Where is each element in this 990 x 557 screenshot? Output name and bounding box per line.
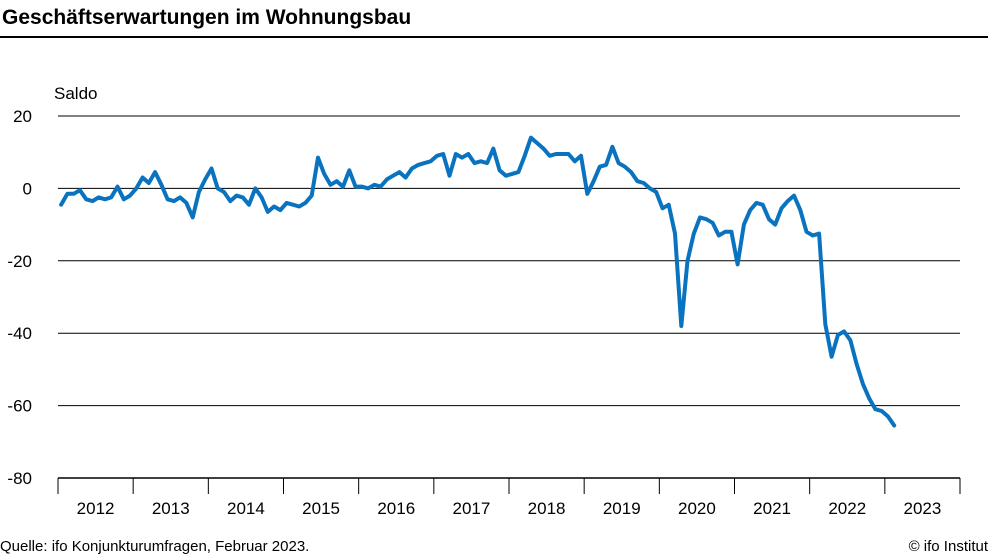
x-tick-label: 2022 (828, 499, 866, 518)
source-note: Quelle: ifo Konjunkturumfragen, Februar … (0, 538, 309, 555)
x-tick-label: 2016 (377, 499, 415, 518)
y-tick-label: -60 (7, 397, 32, 416)
x-tick-label: 2023 (904, 499, 942, 518)
series-group (59, 135, 897, 428)
series-line-0 (59, 135, 897, 428)
x-axis: 2012 2013 2014 2015 2016 2017 2018 2019 2020 2021… (57, 478, 961, 518)
y-axis-label: Saldo (54, 84, 97, 103)
x-tick-label: 2017 (453, 499, 491, 518)
x-tick-label: 2013 (152, 499, 190, 518)
x-tick-label: 2020 (678, 499, 716, 518)
y-tick-label: 0 (23, 179, 32, 198)
x-tick-label: 2012 (77, 499, 115, 518)
y-axis-ticks: 20 0 -20 -40 -60 -80 (7, 107, 32, 488)
credit-note: © ifo Institut (909, 538, 989, 555)
x-tick-label: 2014 (227, 499, 265, 518)
x-tick-label: 2015 (302, 499, 340, 518)
y-tick-label: -40 (7, 324, 32, 343)
x-tick-label: 2018 (528, 499, 566, 518)
y-tick-label: -80 (7, 469, 32, 488)
x-tick-label: 2019 (603, 499, 641, 518)
y-tick-label: 20 (13, 107, 32, 126)
chart-title: Geschäftserwartungen im Wohnungsbau (2, 6, 411, 29)
x-tick-label: 2021 (753, 499, 791, 518)
y-tick-label: -20 (7, 252, 32, 271)
